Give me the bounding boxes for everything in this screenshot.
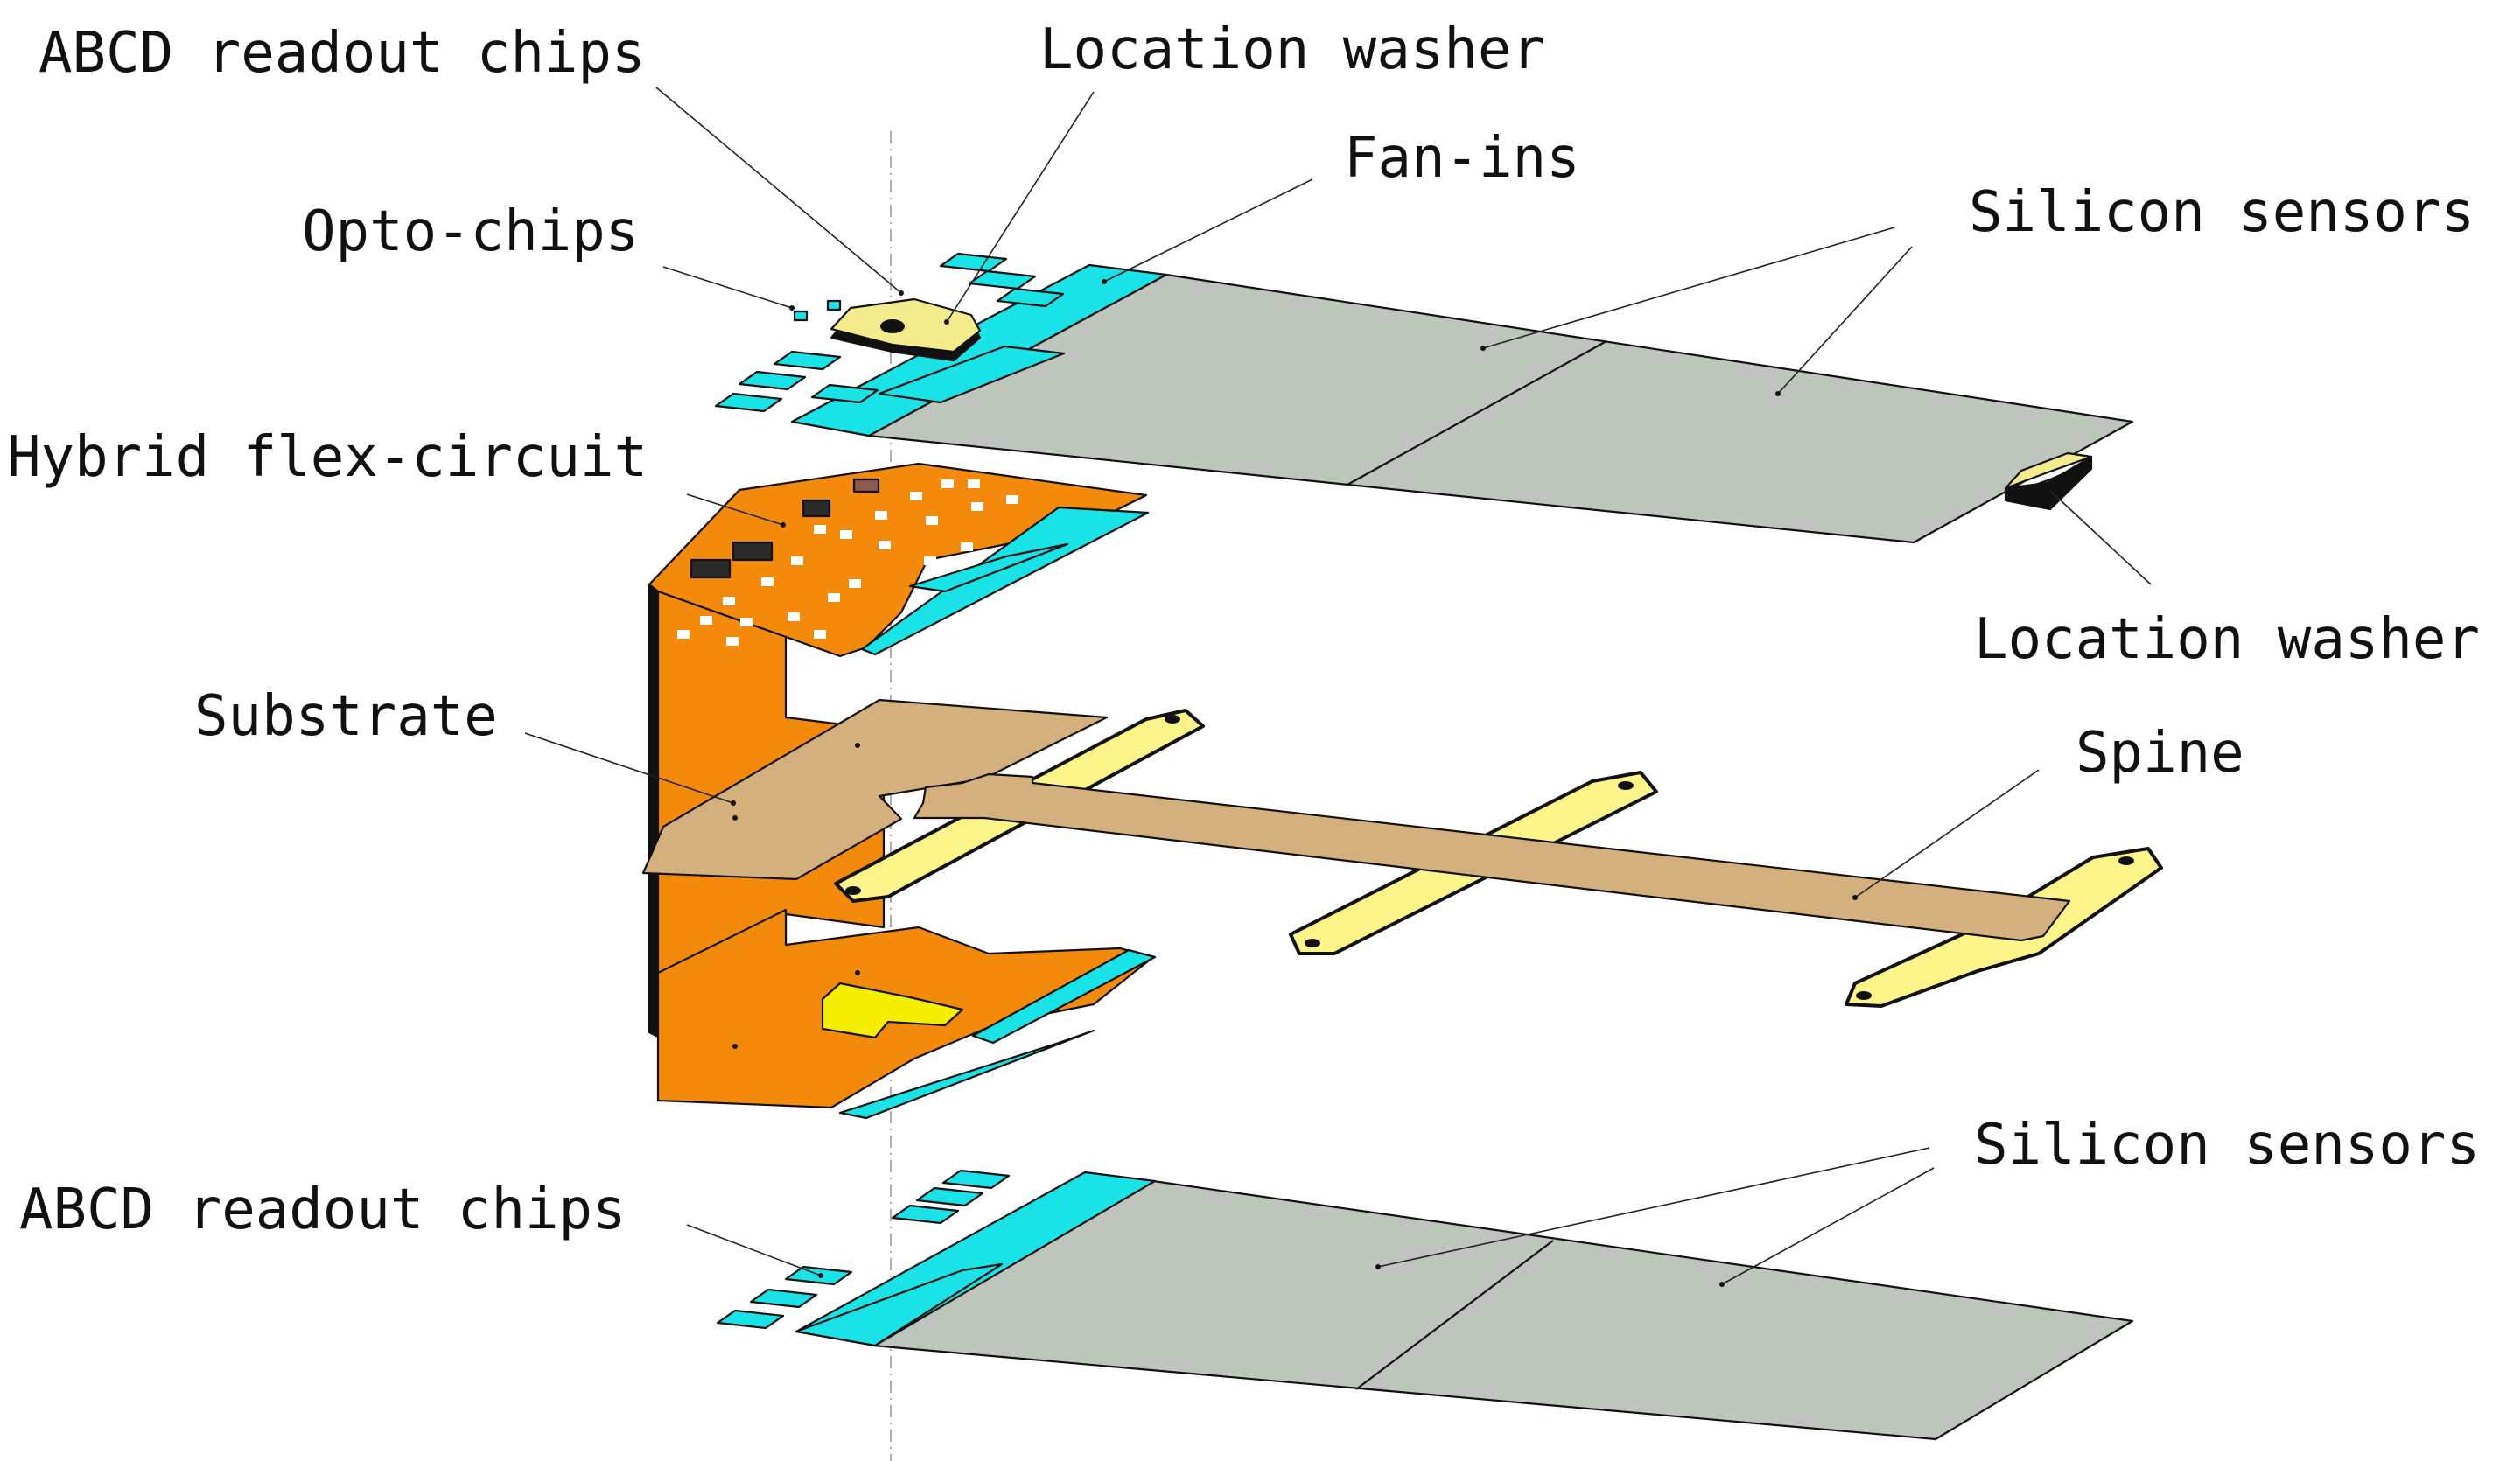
- label-silicon-sensors-bottom: Silicon sensors: [1974, 1113, 2480, 1178]
- substrate: [641, 698, 1109, 881]
- bottom-fanin-lower: [794, 1262, 1004, 1347]
- bottom-abcd-chips: [716, 1169, 1011, 1330]
- abcd-chip: [714, 392, 783, 413]
- label-spine: Spine: [2076, 721, 2244, 786]
- flex-top-fanin: [908, 542, 1069, 593]
- abcd-chip: [942, 1169, 1011, 1190]
- abcd-chip: [968, 269, 1037, 290]
- label-fan-ins: Fan-ins: [1344, 126, 1580, 191]
- flex-bottom-fanin: [838, 1029, 1096, 1120]
- flex-vertical-strip: [648, 583, 660, 1038]
- top-fanin-lower-strip: [878, 345, 1066, 404]
- abcd-chip: [996, 287, 1065, 308]
- label-silicon-sensors-top: Silicon sensors: [1969, 180, 2474, 245]
- label-location-washer-right: Location washer: [1974, 607, 2480, 672]
- opto-chips: [793, 299, 842, 322]
- hybrid-flex-circuit: [648, 462, 1157, 1120]
- label-opto-chips: Opto-chips: [302, 199, 639, 264]
- leader-lines: [524, 87, 2152, 1287]
- flex-bottom-connector: [821, 982, 964, 1039]
- reference-dots: [732, 743, 860, 1049]
- abcd-chip: [891, 1204, 960, 1225]
- labels: ABCD readout chips Location washer Fan-i…: [7, 17, 2480, 1242]
- label-hybrid-flex-circuit: Hybrid flex-circuit: [7, 425, 648, 490]
- label-abcd-readout-chips-bottom: ABCD readout chips: [19, 1178, 626, 1242]
- right-location-washer: [2004, 451, 2093, 511]
- top-abcd-chips: [714, 252, 1065, 413]
- top-sensor-divider: [1347, 340, 1607, 486]
- substrate-and-spine: [641, 698, 2071, 942]
- abcd-chip: [749, 1288, 818, 1309]
- bottom-sensor-layer: [716, 1169, 2134, 1441]
- spine: [913, 772, 2071, 942]
- flex-components: [677, 478, 1018, 646]
- abcd-chip: [915, 1186, 984, 1207]
- abcd-chip: [738, 370, 807, 391]
- abcd-chip: [716, 1309, 785, 1330]
- flex-bottom-fanin: [971, 948, 1157, 1045]
- bottom-sensor-divider: [1355, 1240, 1554, 1390]
- label-abcd-readout-chips-top: ABCD readout chips: [38, 21, 646, 86]
- label-substrate: Substrate: [194, 684, 498, 749]
- top-location-washer: [830, 297, 982, 362]
- label-location-washer-top: Location washer: [1040, 17, 1545, 82]
- top-sensor-layer: [714, 252, 2134, 544]
- abcd-chip: [810, 383, 879, 404]
- flex-top-fanin: [860, 506, 1150, 656]
- abcd-chip: [773, 350, 842, 371]
- abcd-chip: [939, 252, 1008, 273]
